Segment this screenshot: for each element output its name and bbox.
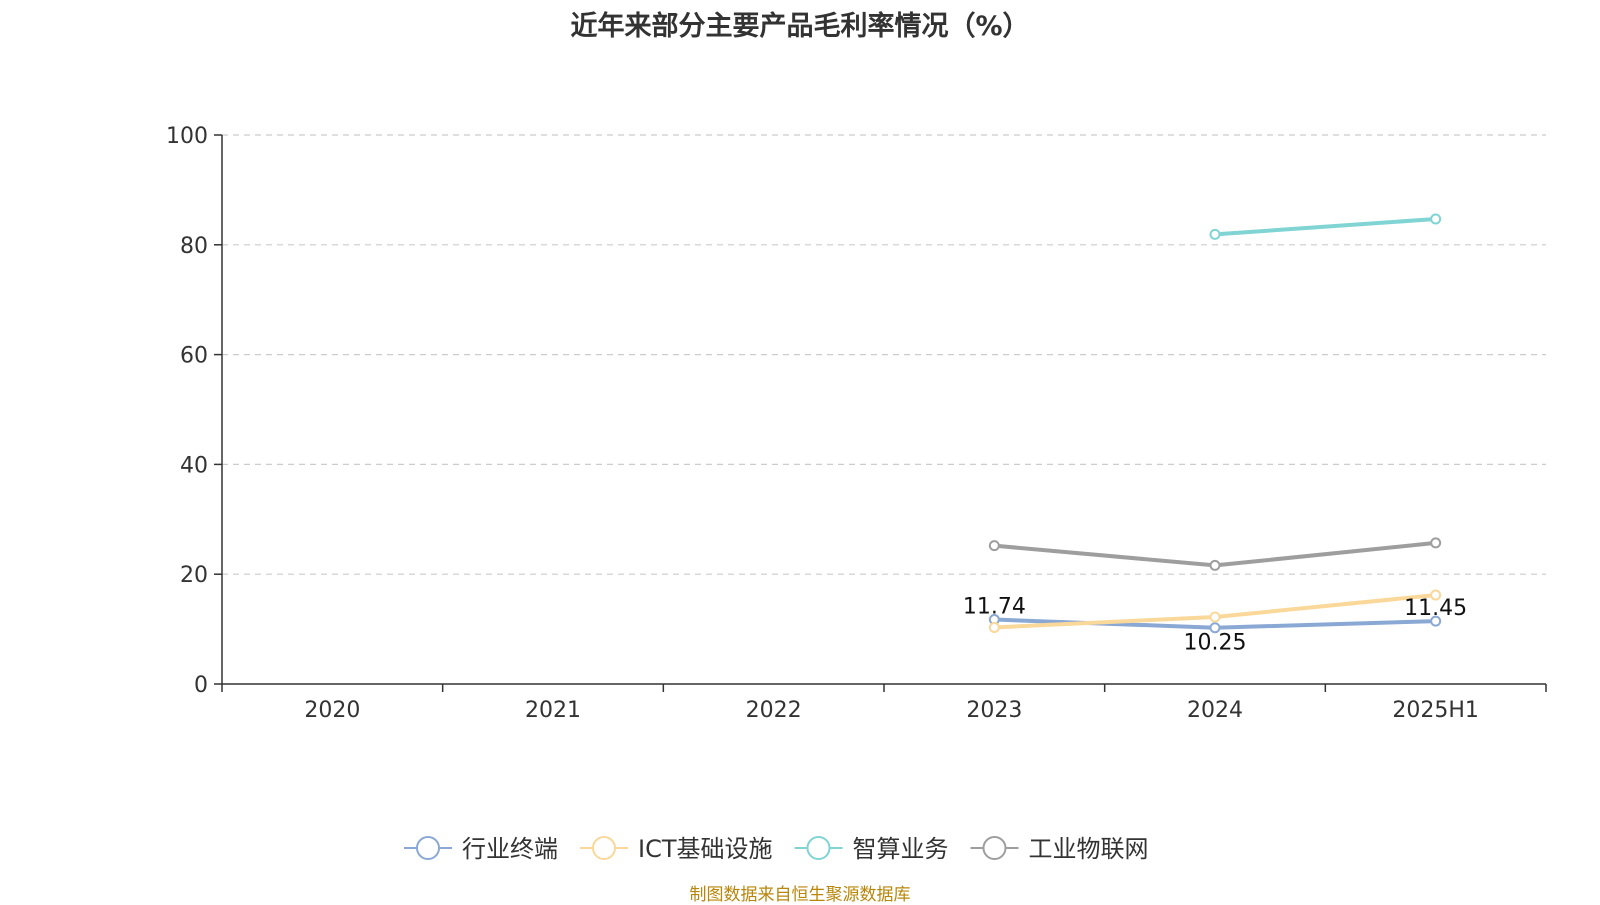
data-point[interactable] [1430,537,1442,549]
source-note: 制图数据来自恒生聚源数据库 [689,885,911,905]
y-tick-label: 60 [180,344,208,369]
y-tick-label: 0 [194,673,208,698]
y-tick-label: 20 [180,563,208,588]
data-point[interactable] [1209,622,1221,634]
axes: 0 20 40 60 80 100 2020 2021 2022 2023 2024 2025H1 [166,124,1547,723]
data-label: 11.45 [1404,596,1467,621]
x-tick-label: 2024 [1187,698,1243,723]
data-point[interactable] [1209,228,1221,240]
x-tick-label: 2021 [525,698,581,723]
data-point[interactable] [1430,615,1442,627]
y-tick-label: 40 [180,453,208,478]
legend-marker [806,836,831,860]
legend-label: 行业终端 [462,835,558,863]
data-point[interactable] [1209,559,1221,571]
x-tick-label: 2022 [746,698,802,723]
x-tick-label: 2020 [304,698,360,723]
y-tick-label: 100 [166,124,208,149]
series-lines [988,213,1442,634]
legend-item[interactable]: ICT基础设施 [580,835,773,863]
x-tick-label: 2023 [966,698,1022,723]
data-point[interactable] [1430,213,1442,225]
legend-item[interactable]: 智算业务 [794,835,949,863]
data-label: 11.74 [963,595,1026,620]
data-labels: 11.74 10.25 11.45 [963,595,1467,656]
series-line-2 [1214,217,1436,237]
data-point[interactable] [1430,589,1442,601]
legend-marker [982,836,1007,860]
legend-item[interactable]: 行业终端 [404,835,558,863]
legend-marker [416,836,440,860]
chart-title: 近年来部分主要产品毛利率情况（%） [570,11,1030,42]
legend-marker [592,836,616,860]
grid-lines [222,134,1546,575]
legend-label: 智算业务 [853,835,949,863]
legend: 行业终端 ICT基础设施 智算业务 工业物联网 [404,835,1149,863]
data-point[interactable] [988,621,1000,633]
legend-item[interactable]: 工业物联网 [970,835,1149,863]
data-point[interactable] [1209,611,1221,623]
legend-label: ICT基础设施 [638,835,773,863]
legend-label: 工业物联网 [1029,835,1149,863]
data-point[interactable] [988,540,1000,552]
y-tick-label: 80 [180,234,208,259]
x-tick-label: 2025H1 [1392,698,1479,723]
data-label: 10.25 [1184,631,1247,656]
